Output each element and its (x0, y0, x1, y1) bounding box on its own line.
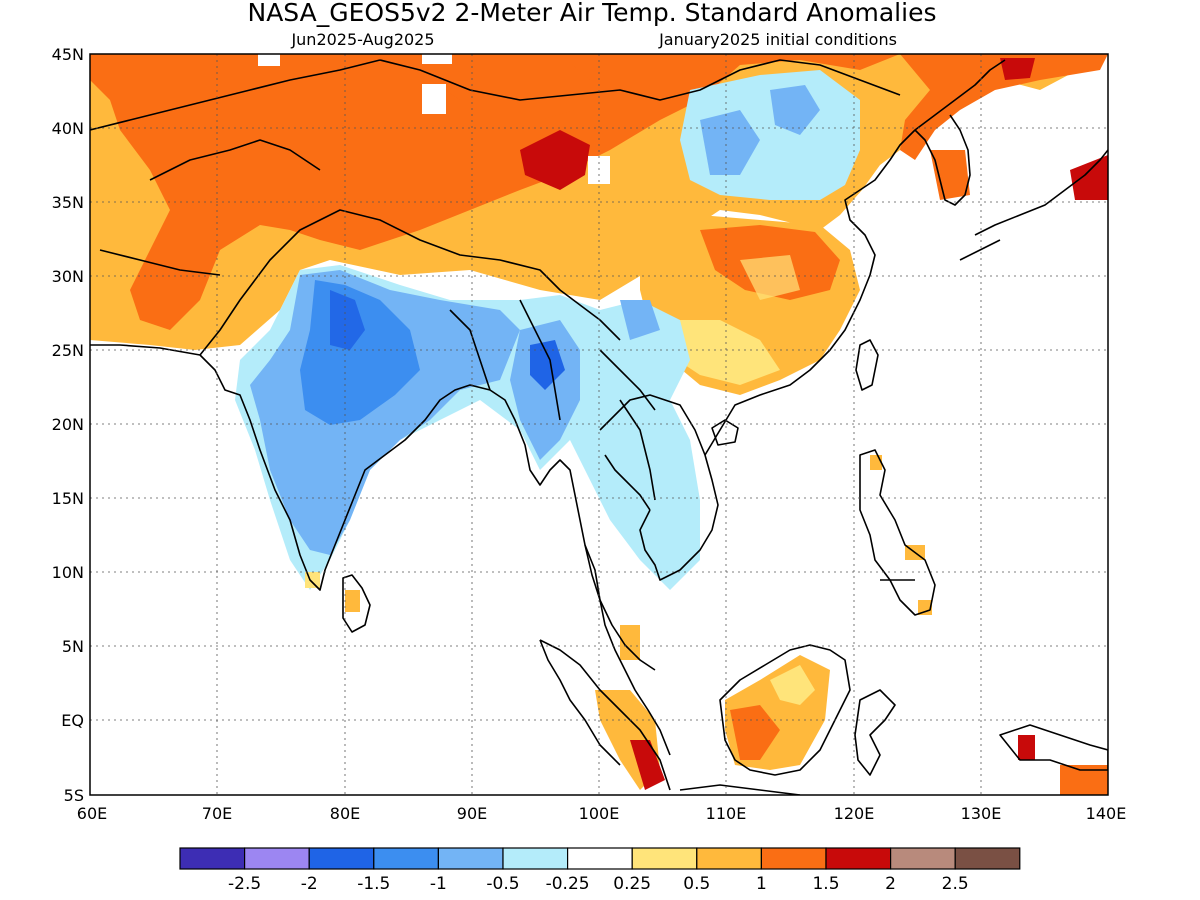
lat-tick-label: 15N (52, 489, 84, 508)
colorbar-label: 0.5 (683, 874, 710, 894)
map-title: NASA_GEOS5v2 2-Meter Air Temp. Standard … (248, 0, 937, 27)
colorbar-swatch (502, 847, 569, 870)
lat-tick-label: 10N (52, 563, 84, 582)
colorbar-swatch (179, 847, 246, 870)
gridlines (90, 54, 1108, 795)
lon-tick-label: 100E (579, 804, 620, 823)
colorbar-swatches (179, 847, 1021, 870)
lat-tick-label: 30N (52, 267, 84, 286)
lat-tick-label: 45N (52, 45, 84, 64)
colorbar-swatch (373, 847, 439, 870)
colorbar-swatch (631, 847, 698, 870)
cool-anomaly-field (235, 70, 860, 590)
lat-tick-label: 25N (52, 341, 84, 360)
lat-tick-label: 40N (52, 119, 84, 138)
colorbar-swatch (308, 847, 375, 870)
lat-tick-label: 20N (52, 415, 84, 434)
forecast-period: Jun2025-Aug2025 (290, 30, 434, 49)
colorbar-label: 0.25 (613, 874, 651, 894)
colorbar-label: -2.5 (228, 874, 261, 894)
colorbar-swatch (566, 847, 633, 870)
lat-tick-label: 35N (52, 193, 84, 212)
lon-tick-label: 60E (77, 804, 107, 823)
colorbar-label: -0.25 (546, 874, 590, 894)
colorbar: -2.5 -2 -1.5 -1 -0.5 -0.25 0.25 0.5 1 1.5 2 2.5 (179, 847, 1021, 894)
initial-conditions: January2025 initial conditions (658, 30, 897, 49)
colorbar-swatch (437, 847, 504, 870)
colorbar-swatch (825, 847, 892, 870)
colorbar-swatch (889, 847, 956, 870)
colorbar-swatch (244, 847, 310, 870)
borneo-warm-field (305, 455, 1108, 795)
colorbar-swatch (696, 847, 762, 870)
colorbar-label: 2.5 (942, 874, 969, 894)
lon-tick-label: 130E (961, 804, 1002, 823)
colorbar-label: 2 (885, 874, 896, 894)
lat-axis: 45N 40N 35N 30N 25N 20N 15N 10N 5N EQ 5S (52, 45, 84, 805)
lon-tick-label: 90E (457, 804, 487, 823)
lon-tick-label: 80E (330, 804, 360, 823)
colorbar-label: -2 (301, 874, 318, 894)
colorbar-swatch (954, 847, 1021, 870)
lon-tick-label: 120E (834, 804, 875, 823)
colorbar-label: 1.5 (812, 874, 839, 894)
colorbar-label: 1 (756, 874, 767, 894)
plot-frame (89, 53, 1109, 796)
lon-tick-label: 70E (202, 804, 232, 823)
lat-tick-label: 5S (64, 786, 84, 805)
plot-area (90, 54, 1108, 795)
lat-tick-label: 5N (62, 637, 84, 656)
lon-tick-label: 140E (1086, 804, 1127, 823)
colorbar-label: -1 (430, 874, 447, 894)
colorbar-labels: -2.5 -2 -1.5 -1 -0.5 -0.25 0.25 0.5 1 1.5 2 2.5 (228, 874, 969, 894)
lat-tick-label: EQ (61, 711, 84, 730)
lon-tick-label: 110E (706, 804, 747, 823)
colorbar-label: -0.5 (486, 874, 519, 894)
colorbar-label: -1.5 (357, 874, 390, 894)
colorbar-swatch (760, 847, 827, 870)
lon-axis: 60E 70E 80E 90E 100E 110E 120E 130E 140E (77, 804, 1127, 823)
